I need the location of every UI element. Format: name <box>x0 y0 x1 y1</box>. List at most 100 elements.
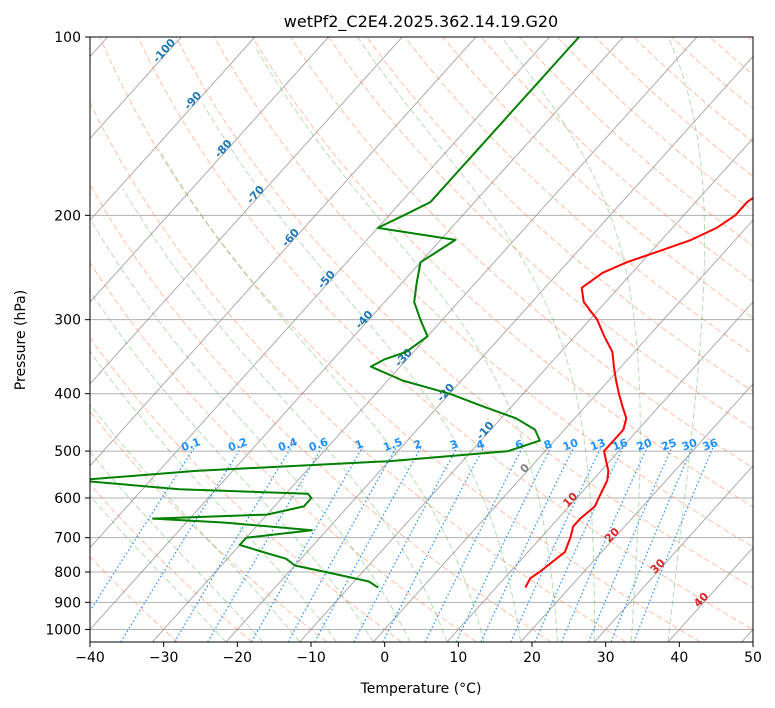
isotherms <box>90 37 753 642</box>
dewpoint-line <box>90 37 580 589</box>
dry-adiabat-line <box>366 37 753 392</box>
mixing-ratio-line <box>382 445 485 642</box>
isotherm-line <box>299 137 753 642</box>
dry-adiabat-line <box>90 101 626 642</box>
mixing-ratio-label: 25 <box>660 436 679 453</box>
mixing-ratio-label: 20 <box>635 436 654 454</box>
mixing-ratio-label: 0.4 <box>276 435 299 454</box>
grid-lines <box>90 37 753 630</box>
moist-adiabat-line <box>90 451 264 642</box>
x-axis-label: Temperature (°C) <box>360 681 482 697</box>
x-tick-label: 10 <box>449 650 467 666</box>
x-axis: −40 −30 −20 −10 0 10 20 30 40 50 <box>75 642 762 666</box>
y-axis-label: Pressure (hPa) <box>13 290 29 390</box>
chart-title: wetPf2_C2E4.2025.362.14.19.G20 <box>284 12 558 32</box>
y-tick-label: 600 <box>54 491 81 507</box>
mixing-ratio-label: 1 <box>353 437 365 452</box>
dry-adiabat-line <box>251 37 753 508</box>
y-tick-label: 500 <box>54 444 81 460</box>
mixing-ratio-labels: 0.1 0.2 0.4 0.6 1 1.5 2 3 4 6 8 10 13 16 20 25 30 36 <box>179 435 719 454</box>
dry-adiabat-line <box>518 37 753 247</box>
x-tick-label: 0 <box>380 650 389 666</box>
plot-frame <box>89 36 754 643</box>
dry-adiabat-line <box>289 37 753 469</box>
isotherm-line <box>225 55 753 642</box>
mixing-ratio-lines <box>90 445 715 642</box>
isotherm-line <box>667 546 753 642</box>
moist-adiabat-line <box>256 49 558 642</box>
mixing-ratio-label: 3 <box>448 437 460 452</box>
adiabat-label: 30 <box>648 556 668 576</box>
dry-adiabat-line <box>747 37 753 42</box>
mixing-ratio-line <box>455 445 553 642</box>
mixing-ratio-label: 0.1 <box>179 435 202 454</box>
y-tick-label: 800 <box>54 565 81 581</box>
x-tick-label: 30 <box>597 650 615 666</box>
dry-adiabat-line <box>328 37 753 430</box>
mixing-ratio-label: 10 <box>561 436 580 454</box>
dry-adiabat-line <box>137 37 753 630</box>
mixing-ratio-label: 6 <box>513 437 525 452</box>
mixing-ratio-label: 36 <box>701 436 720 454</box>
y-tick-label: 200 <box>54 208 81 224</box>
mixing-ratio-line <box>424 445 524 642</box>
mixing-ratio-line <box>120 445 243 642</box>
x-tick-label: −40 <box>75 650 105 666</box>
moist-adiabat-line <box>501 37 641 642</box>
moist-adiabat-line <box>667 37 706 642</box>
mixing-ratio-label: 0.2 <box>226 435 249 454</box>
isotherm-label: -60 <box>279 226 302 250</box>
moist-adiabat-line <box>90 350 337 642</box>
x-tick-label: 40 <box>670 650 688 666</box>
mixing-ratio-line <box>560 445 649 642</box>
moist-adiabat-line <box>122 187 448 642</box>
dry-adiabats <box>90 37 753 642</box>
dry-adiabat-line <box>671 37 753 109</box>
mixing-ratio-line <box>287 445 398 642</box>
x-tick-label: 50 <box>744 650 762 666</box>
y-tick-label: 300 <box>54 313 81 329</box>
isotherm-line <box>372 219 753 642</box>
mixing-ratio-label: 1.5 <box>381 435 404 454</box>
mixing-ratio-line <box>633 445 715 642</box>
dry-adiabat-line <box>633 37 753 143</box>
moist-adiabat-line <box>90 495 227 642</box>
isotherm-line <box>90 37 624 631</box>
mixing-ratio-label: 30 <box>680 436 699 454</box>
isotherm-line <box>90 37 477 467</box>
dry-adiabat-line <box>175 37 753 589</box>
isotherm-label: -80 <box>212 137 235 161</box>
y-tick-label: 1000 <box>45 622 81 638</box>
isotherm-label: -70 <box>244 183 267 207</box>
y-tick-label: 700 <box>54 531 81 547</box>
y-tick-label: 900 <box>54 595 81 611</box>
isotherm-line <box>90 37 256 221</box>
isotherm-label: -30 <box>392 346 415 370</box>
dry-adiabat-line <box>556 37 753 212</box>
mixing-ratio-line <box>588 445 674 642</box>
mixing-ratio-label: 16 <box>611 436 630 454</box>
mixing-ratio-label: 13 <box>588 436 607 453</box>
temperature-line <box>524 196 753 589</box>
isotherm-line <box>90 37 329 303</box>
x-tick-label: −30 <box>149 650 179 666</box>
isotherm-label: -50 <box>315 268 338 292</box>
mixing-ratio-label: 4 <box>475 437 487 452</box>
dry-adiabat-line <box>90 261 477 642</box>
isotherm-line <box>741 628 753 642</box>
isotherm-line <box>90 37 550 549</box>
dry-adiabat-line <box>90 183 552 642</box>
adiabat-label: 40 <box>691 590 711 610</box>
moist-adiabat-line <box>158 149 485 642</box>
y-axis: 100 200 300 400 500 600 700 800 900 1000 <box>45 30 90 638</box>
isotherm-label: -100 <box>150 36 178 65</box>
dry-adiabat-line <box>213 37 753 548</box>
mixing-ratio-label: 2 <box>412 437 424 452</box>
moist-adiabats <box>90 37 706 642</box>
mixing-ratio-label: 0.6 <box>307 435 330 454</box>
mixing-ratio-line <box>353 445 459 642</box>
moist-adiabat-line <box>357 37 595 642</box>
mixing-ratio-label: 8 <box>542 437 554 452</box>
isotherm-line <box>90 37 403 385</box>
